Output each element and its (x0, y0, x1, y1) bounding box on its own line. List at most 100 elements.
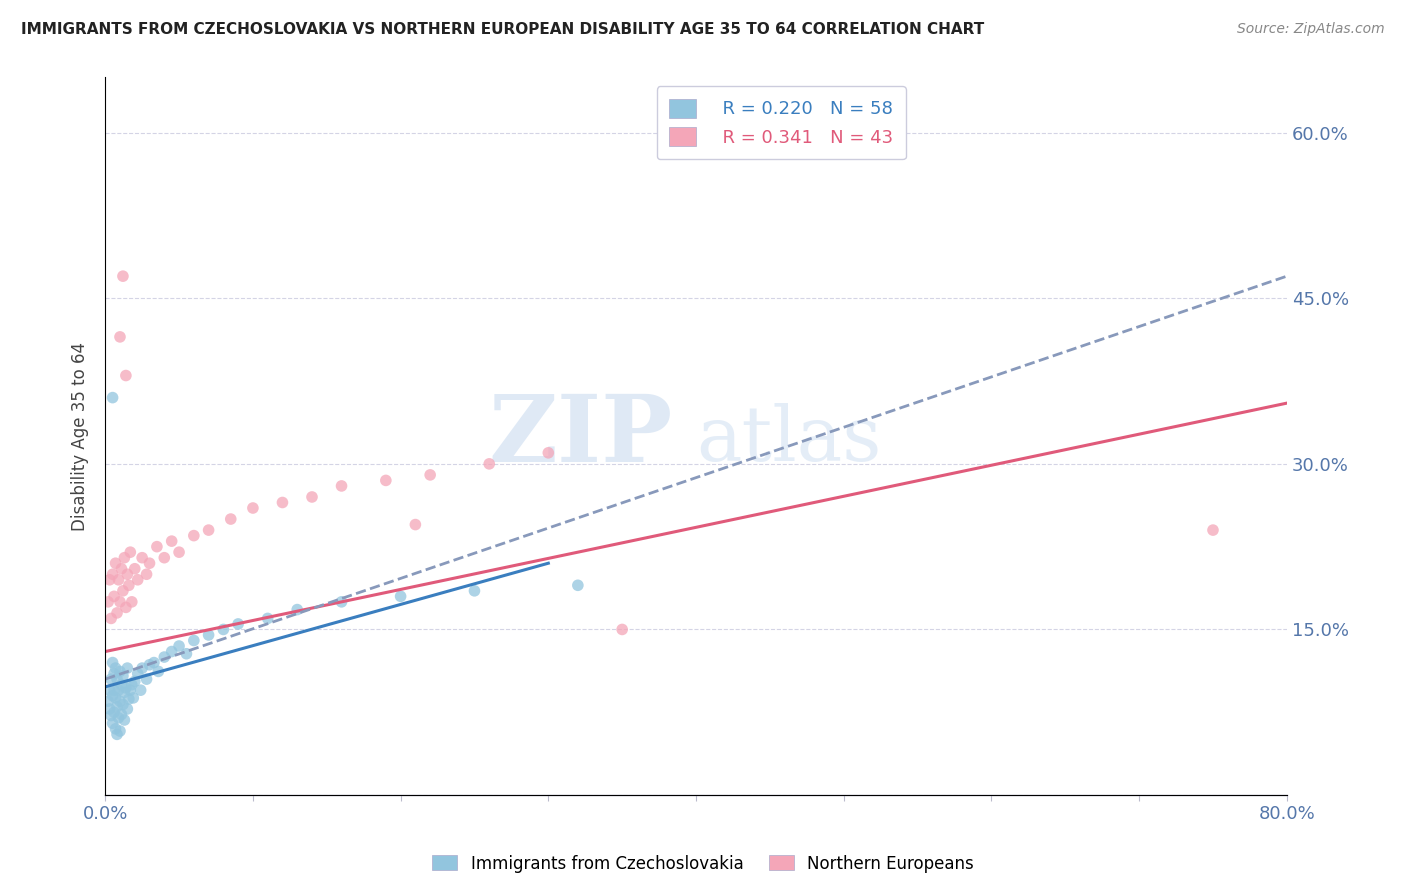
Point (100, 708, 122, 723)
Point (537, 446, 560, 460)
Point (160, 534, 183, 549)
Point (104, 690, 127, 705)
Point (104, 556, 127, 570)
Point (107, 573, 129, 587)
Point (146, 540, 169, 554)
Text: IMMIGRANTS FROM CZECHOSLOVAKIA VS NORTHERN EUROPEAN DISABILITY AGE 35 TO 64 CORR: IMMIGRANTS FROM CZECHOSLOVAKIA VS NORTHE… (21, 22, 984, 37)
Point (98, 683, 121, 698)
Point (103, 666, 125, 681)
Point (108, 724, 131, 739)
Point (115, 600, 138, 615)
Point (100, 611, 122, 625)
Text: atlas: atlas (696, 403, 882, 477)
Point (121, 678, 143, 692)
Point (1202, 523, 1225, 537)
Point (103, 590, 125, 604)
Point (117, 702, 139, 716)
Point (167, 639, 190, 653)
Point (104, 722, 127, 736)
Point (98, 702, 121, 716)
Point (97, 694, 120, 708)
Point (567, 578, 589, 592)
Point (103, 683, 125, 698)
Point (120, 545, 142, 559)
Point (212, 623, 235, 637)
Point (127, 573, 149, 587)
Point (226, 616, 249, 631)
Point (101, 656, 124, 670)
Point (127, 666, 149, 681)
Point (419, 467, 441, 482)
Point (110, 562, 132, 576)
Point (108, 330, 131, 344)
Point (117, 567, 139, 582)
Point (135, 567, 157, 582)
Point (115, 681, 138, 695)
Point (104, 661, 127, 675)
Point (108, 595, 131, 609)
Point (111, 669, 134, 683)
Point (118, 692, 141, 706)
Point (108, 665, 131, 679)
Point (117, 661, 139, 675)
Point (301, 490, 323, 504)
Point (242, 501, 264, 516)
Point (256, 611, 278, 625)
Point (478, 457, 501, 471)
Point (107, 683, 129, 698)
Point (167, 545, 190, 559)
Point (111, 698, 134, 712)
Point (183, 633, 205, 648)
Point (111, 269, 134, 284)
Point (110, 678, 132, 692)
Point (101, 689, 124, 703)
Point (100, 672, 122, 686)
Point (112, 713, 135, 727)
Point (404, 517, 426, 532)
Point (330, 479, 353, 493)
Point (97, 595, 120, 609)
Text: Source: ZipAtlas.com: Source: ZipAtlas.com (1237, 22, 1385, 37)
Point (118, 578, 141, 592)
Point (197, 628, 219, 642)
Point (148, 665, 170, 679)
Point (107, 711, 129, 725)
Point (98, 573, 121, 587)
Point (105, 672, 128, 686)
Point (153, 550, 176, 565)
Point (131, 661, 153, 675)
Point (101, 567, 124, 582)
Point (374, 474, 396, 488)
Point (138, 556, 160, 570)
Point (103, 705, 125, 719)
Point (197, 523, 219, 537)
Legend: Immigrants from Czechoslovakia, Northern Europeans: Immigrants from Czechoslovakia, Northern… (426, 848, 980, 880)
Point (120, 683, 142, 698)
Point (108, 694, 131, 708)
Point (110, 707, 132, 722)
Point (112, 550, 135, 565)
Point (219, 512, 242, 526)
Point (153, 650, 176, 665)
Point (389, 590, 412, 604)
Point (463, 583, 485, 598)
Point (330, 595, 353, 609)
Point (111, 583, 134, 598)
Point (176, 647, 198, 661)
Point (135, 672, 157, 686)
Point (105, 727, 128, 741)
Point (129, 683, 152, 698)
Point (160, 644, 183, 658)
Point (115, 368, 138, 383)
Point (138, 657, 160, 672)
Point (183, 528, 205, 542)
Point (142, 656, 165, 670)
Point (285, 602, 308, 616)
Legend:   R = 0.220   N = 58,   R = 0.341   N = 43: R = 0.220 N = 58, R = 0.341 N = 43 (657, 87, 905, 160)
Point (101, 716, 124, 731)
Point (131, 550, 153, 565)
Y-axis label: Disability Age 35 to 64: Disability Age 35 to 64 (72, 342, 89, 531)
Point (124, 562, 146, 576)
Point (105, 606, 128, 620)
Point (124, 674, 146, 689)
